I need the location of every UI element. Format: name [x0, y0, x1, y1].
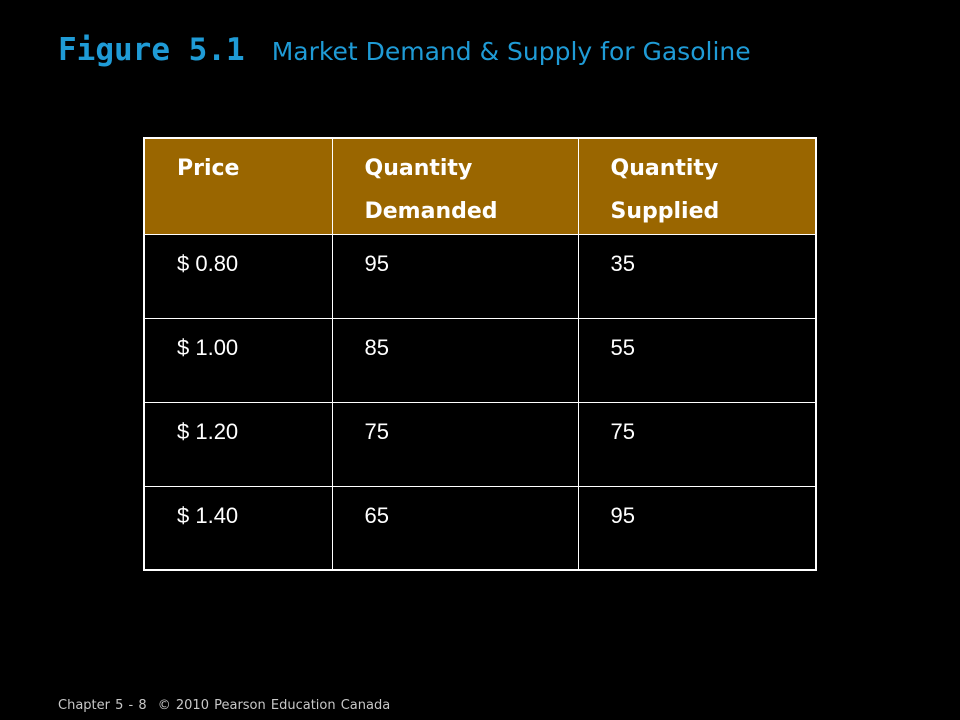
price-cell: $ 1.00	[143, 317, 333, 403]
header-price: Price	[143, 137, 333, 235]
header-quantity-supplied-line-1: Quantity	[610, 156, 719, 181]
header-quantity-demanded-line-2: Demanded	[364, 199, 498, 224]
slide-footer: Chapter 5 - 8 © 2010 Pearson Education C…	[58, 698, 390, 713]
table-header-row: Price Quantity Demanded Quantity Supplie…	[143, 137, 817, 235]
quantity-supplied-cell: 35	[577, 233, 817, 319]
copyright-notice: © 2010 Pearson Education Canada	[157, 698, 391, 713]
table-row: $ 1.40 65 95	[143, 485, 817, 571]
figure-label: Figure 5.1	[58, 32, 245, 68]
table-row: $ 1.20 75 75	[143, 401, 817, 487]
header-quantity-supplied: Quantity Supplied	[577, 137, 817, 235]
quantity-demanded-cell: 85	[331, 317, 579, 403]
price-cell: $ 1.40	[143, 485, 333, 571]
quantity-demanded-cell: 75	[331, 401, 579, 487]
quantity-supplied-cell: 95	[577, 485, 817, 571]
quantity-supplied-cell: 75	[577, 401, 817, 487]
quantity-demanded-cell: 65	[331, 485, 579, 571]
header-price-line-1: Price	[177, 156, 240, 181]
quantity-supplied-cell: 55	[577, 317, 817, 403]
price-cell: $ 0.80	[143, 233, 333, 319]
table-row: $ 0.80 95 35	[143, 233, 817, 319]
table-row: $ 1.00 85 55	[143, 317, 817, 403]
header-quantity-demanded-line-1: Quantity	[364, 156, 473, 181]
price-cell: $ 1.20	[143, 401, 333, 487]
chapter-page-label: Chapter 5 - 8	[58, 698, 147, 713]
quantity-demanded-cell: 95	[331, 233, 579, 319]
slide-title: Figure 5.1 Market Demand & Supply for Ga…	[58, 28, 751, 77]
header-quantity-demanded: Quantity Demanded	[331, 137, 579, 235]
figure-caption: Market Demand & Supply for Gasoline	[271, 37, 751, 66]
header-quantity-supplied-line-2: Supplied	[610, 199, 720, 224]
demand-supply-table: Price Quantity Demanded Quantity Supplie…	[143, 137, 817, 571]
